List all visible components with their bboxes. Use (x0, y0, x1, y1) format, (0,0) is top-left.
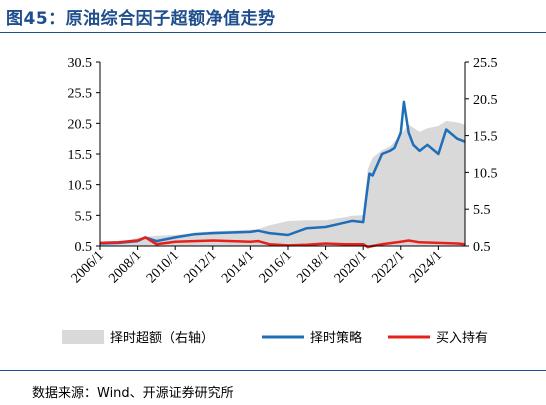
x-tick-label: 2008/1 (106, 248, 144, 286)
x-tick-label: 2012/1 (182, 248, 220, 286)
title-rule (0, 32, 546, 33)
legend-timing-label: 择时策略 (310, 330, 362, 346)
plot-area (99, 100, 466, 249)
series-line-timing (99, 100, 466, 245)
series-line-buyhold (99, 236, 466, 249)
left-tick-label: 25.5 (68, 87, 93, 102)
footer-rule (0, 370, 546, 371)
x-tick-label: 2016/1 (257, 248, 295, 286)
legend-excess-swatch (62, 330, 104, 344)
x-tick-label: 2022/1 (369, 248, 407, 286)
right-tick-label: 20.5 (473, 93, 498, 108)
x-tick-label: 2024/1 (407, 248, 445, 286)
left-tick-label: 5.5 (75, 209, 93, 224)
series-area-excess (100, 120, 465, 246)
source-note: 数据来源：Wind、开源证券研究所 (32, 386, 234, 401)
legend-excess-label: 择时超额（右轴） (110, 331, 214, 346)
right-tick-label: 25.5 (473, 56, 498, 71)
right-tick-label: 10.5 (473, 166, 498, 181)
left-tick-label: 20.5 (68, 117, 93, 132)
right-tick-label: 0.5 (473, 240, 491, 255)
left-tick-label: 10.5 (68, 179, 93, 194)
figure-title: 图45：原油综合因子超额净值走势 (6, 9, 276, 29)
x-tick-label: 2020/1 (332, 248, 370, 286)
x-tick-label: 2010/1 (144, 248, 182, 286)
legend: 择时超额（右轴） 择时策略 买入持有 (62, 330, 488, 346)
x-tick-label: 2018/1 (294, 248, 332, 286)
left-tick-label: 0.5 (75, 240, 93, 255)
legend-buyhold-label: 买入持有 (436, 331, 488, 346)
right-tick-label: 5.5 (473, 203, 491, 218)
right-tick-label: 15.5 (473, 130, 498, 145)
x-tick-label: 2014/1 (219, 248, 257, 286)
left-tick-label: 15.5 (68, 148, 93, 163)
left-tick-label: 30.5 (68, 56, 93, 71)
